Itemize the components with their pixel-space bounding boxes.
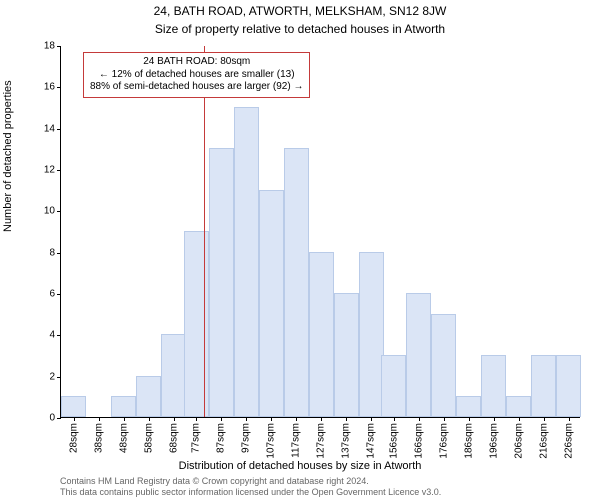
- y-tick-mark: [57, 253, 61, 254]
- histogram-bar: [136, 376, 161, 417]
- x-tick-label: 226sqm: [563, 423, 574, 459]
- x-tick-label: 28sqm: [68, 423, 79, 453]
- y-tick-mark: [57, 211, 61, 212]
- histogram-bar: [184, 231, 209, 417]
- histogram-bar: [381, 355, 406, 417]
- x-tick-mark: [196, 417, 197, 421]
- y-tick-mark: [57, 87, 61, 88]
- footer-line2: This data contains public sector informa…: [60, 487, 580, 498]
- x-tick-mark: [371, 417, 372, 421]
- x-tick-label: 127sqm: [316, 423, 327, 459]
- x-tick-mark: [346, 417, 347, 421]
- x-tick-mark: [444, 417, 445, 421]
- y-tick-mark: [57, 46, 61, 47]
- x-tick-label: 206sqm: [513, 423, 524, 459]
- x-tick-label: 87sqm: [216, 423, 227, 453]
- x-tick-mark: [246, 417, 247, 421]
- histogram-bar: [359, 252, 384, 417]
- x-tick-label: 107sqm: [266, 423, 277, 459]
- x-tick-mark: [519, 417, 520, 421]
- x-tick-label: 38sqm: [93, 423, 104, 453]
- histogram-bar: [161, 334, 186, 417]
- y-tick-mark: [57, 294, 61, 295]
- annotation-line2: ← 12% of detached houses are smaller (13…: [90, 69, 303, 82]
- x-tick-label: 137sqm: [341, 423, 352, 459]
- x-tick-mark: [221, 417, 222, 421]
- histogram-bar: [111, 396, 136, 417]
- histogram-bar: [481, 355, 506, 417]
- histogram-bar: [431, 314, 456, 417]
- x-tick-mark: [469, 417, 470, 421]
- y-tick-mark: [57, 418, 61, 419]
- x-tick-mark: [124, 417, 125, 421]
- histogram-bar: [234, 107, 259, 417]
- x-tick-mark: [174, 417, 175, 421]
- footer-line1: Contains HM Land Registry data © Crown c…: [60, 476, 580, 487]
- y-tick-mark: [57, 170, 61, 171]
- y-tick-mark: [57, 129, 61, 130]
- x-tick-mark: [494, 417, 495, 421]
- histogram-bar: [506, 396, 531, 417]
- x-tick-label: 48sqm: [118, 423, 129, 453]
- title-subtitle: Size of property relative to detached ho…: [0, 22, 600, 36]
- annotation-box: 24 BATH ROAD: 80sqm← 12% of detached hou…: [83, 52, 310, 98]
- annotation-line3: 88% of semi-detached houses are larger (…: [90, 81, 303, 94]
- title-address: 24, BATH ROAD, ATWORTH, MELKSHAM, SN12 8…: [0, 4, 600, 18]
- histogram-bar: [61, 396, 86, 417]
- histogram-plot: 02468101214161828sqm38sqm48sqm58sqm68sqm…: [60, 46, 580, 418]
- histogram-bar: [209, 148, 234, 417]
- y-axis-label: Number of detached properties: [2, 80, 14, 232]
- x-tick-mark: [99, 417, 100, 421]
- footer-attribution: Contains HM Land Registry data © Crown c…: [60, 476, 580, 498]
- x-tick-mark: [321, 417, 322, 421]
- x-tick-label: 196sqm: [488, 423, 499, 459]
- x-tick-label: 216sqm: [538, 423, 549, 459]
- x-tick-mark: [296, 417, 297, 421]
- x-tick-label: 176sqm: [438, 423, 449, 459]
- x-tick-mark: [271, 417, 272, 421]
- x-tick-label: 166sqm: [413, 423, 424, 459]
- annotation-line1: 24 BATH ROAD: 80sqm: [90, 56, 303, 69]
- x-tick-label: 156sqm: [388, 423, 399, 459]
- x-tick-label: 68sqm: [168, 423, 179, 453]
- x-tick-mark: [544, 417, 545, 421]
- histogram-bar: [309, 252, 334, 417]
- x-tick-label: 147sqm: [366, 423, 377, 459]
- histogram-bar: [406, 293, 431, 417]
- x-tick-label: 77sqm: [191, 423, 202, 453]
- x-tick-mark: [149, 417, 150, 421]
- x-tick-mark: [419, 417, 420, 421]
- histogram-bar: [531, 355, 556, 417]
- reference-line: [204, 46, 205, 417]
- y-tick-mark: [57, 377, 61, 378]
- histogram-bar: [284, 148, 309, 417]
- histogram-bar: [556, 355, 581, 417]
- x-tick-label: 117sqm: [291, 423, 302, 458]
- x-tick-label: 58sqm: [143, 423, 154, 453]
- x-tick-label: 97sqm: [241, 423, 252, 453]
- histogram-bar: [334, 293, 359, 417]
- x-tick-mark: [569, 417, 570, 421]
- y-tick-mark: [57, 335, 61, 336]
- histogram-bar: [259, 190, 284, 417]
- x-axis-label: Distribution of detached houses by size …: [0, 460, 600, 472]
- x-tick-mark: [394, 417, 395, 421]
- histogram-bar: [456, 396, 481, 417]
- x-tick-mark: [74, 417, 75, 421]
- x-tick-label: 186sqm: [463, 423, 474, 459]
